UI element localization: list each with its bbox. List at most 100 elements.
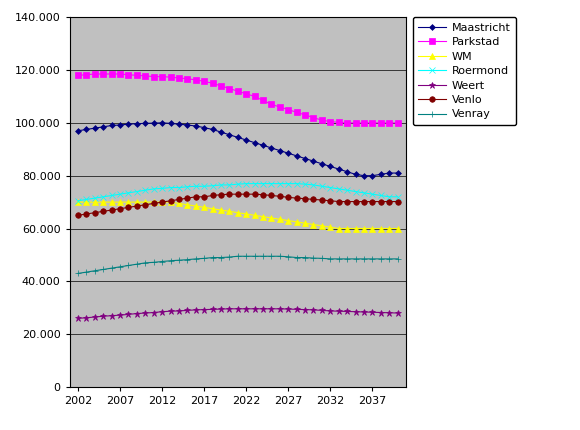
Venlo xyxy=(310,197,317,202)
Parkstad xyxy=(327,119,333,124)
Parkstad xyxy=(100,71,107,77)
Parkstad xyxy=(394,120,401,126)
Venray xyxy=(100,267,107,272)
Weert xyxy=(293,307,300,312)
Weert xyxy=(234,306,241,311)
Parkstad xyxy=(285,107,292,112)
Roermond xyxy=(352,189,359,194)
Venlo xyxy=(167,198,174,203)
Venlo xyxy=(268,193,275,198)
Parkstad xyxy=(293,110,300,115)
Maastricht xyxy=(218,129,224,135)
Venlo xyxy=(176,197,183,202)
Maastricht xyxy=(335,166,342,172)
Venray xyxy=(352,256,359,261)
WM xyxy=(259,214,266,219)
Weert xyxy=(91,314,98,319)
WM xyxy=(193,203,200,209)
Venray xyxy=(318,256,325,261)
WM xyxy=(361,226,368,231)
WM xyxy=(327,224,333,230)
Maastricht xyxy=(268,145,275,150)
Maastricht xyxy=(108,123,115,128)
WM xyxy=(125,200,132,205)
Parkstad xyxy=(83,72,90,77)
Venray xyxy=(259,254,266,259)
Maastricht xyxy=(83,127,90,132)
WM xyxy=(242,212,249,217)
Venlo xyxy=(394,199,401,204)
Weert xyxy=(378,310,385,315)
Weert xyxy=(394,310,401,316)
Maastricht xyxy=(394,170,401,175)
Weert xyxy=(318,308,325,313)
Venray xyxy=(268,254,275,259)
Maastricht xyxy=(251,140,258,145)
Maastricht xyxy=(226,132,233,137)
Venlo xyxy=(108,207,115,212)
Maastricht xyxy=(285,150,292,156)
Maastricht xyxy=(327,164,333,169)
Parkstad xyxy=(193,77,200,83)
Venray xyxy=(176,258,183,263)
Venray xyxy=(343,256,350,261)
Weert xyxy=(310,307,317,313)
Venlo xyxy=(83,212,90,217)
Roermond xyxy=(218,182,224,187)
Parkstad xyxy=(125,72,132,77)
Weert xyxy=(369,310,376,315)
WM xyxy=(352,226,359,231)
Venlo xyxy=(327,198,333,203)
Maastricht xyxy=(91,126,98,131)
WM xyxy=(74,200,81,205)
Venlo xyxy=(318,197,325,203)
WM xyxy=(293,219,300,224)
WM xyxy=(133,200,140,205)
Venlo xyxy=(201,194,208,200)
Venray xyxy=(83,270,90,275)
Venray xyxy=(327,256,333,261)
Venray xyxy=(201,256,208,261)
Roermond xyxy=(386,194,393,200)
Maastricht xyxy=(100,124,107,129)
WM xyxy=(276,217,283,222)
Roermond xyxy=(343,187,350,193)
Venlo xyxy=(159,200,166,205)
Maastricht xyxy=(209,127,216,132)
Maastricht xyxy=(352,172,359,177)
Roermond xyxy=(234,181,241,187)
Venray xyxy=(150,260,157,265)
Line: WM: WM xyxy=(75,200,400,231)
WM xyxy=(386,226,393,231)
Maastricht xyxy=(361,173,368,178)
Line: Weert: Weert xyxy=(75,305,401,322)
Maastricht xyxy=(176,122,183,127)
Venray xyxy=(276,254,283,259)
Parkstad xyxy=(310,115,317,120)
Venray xyxy=(125,263,132,268)
Venlo xyxy=(378,199,385,204)
Roermond xyxy=(276,181,283,186)
Venray xyxy=(184,257,191,262)
Weert xyxy=(125,312,132,317)
Roermond xyxy=(142,187,148,193)
Roermond xyxy=(310,182,317,187)
Parkstad xyxy=(251,94,258,99)
WM xyxy=(209,206,216,211)
WM xyxy=(100,200,107,205)
Maastricht xyxy=(74,128,81,133)
Parkstad xyxy=(201,79,208,84)
Venlo xyxy=(218,192,224,197)
Legend: Maastricht, Parkstad, WM, Roermond, Weert, Venlo, Venray: Maastricht, Parkstad, WM, Roermond, Weer… xyxy=(413,17,516,125)
Parkstad xyxy=(361,120,368,126)
Roermond xyxy=(193,184,200,189)
Venlo xyxy=(142,202,148,207)
WM xyxy=(251,213,258,218)
Venlo xyxy=(100,209,107,214)
Maastricht xyxy=(242,138,249,143)
WM xyxy=(394,226,401,231)
Venray xyxy=(293,255,300,260)
Venlo xyxy=(117,206,124,211)
Weert xyxy=(159,309,166,314)
Venray xyxy=(91,268,98,273)
